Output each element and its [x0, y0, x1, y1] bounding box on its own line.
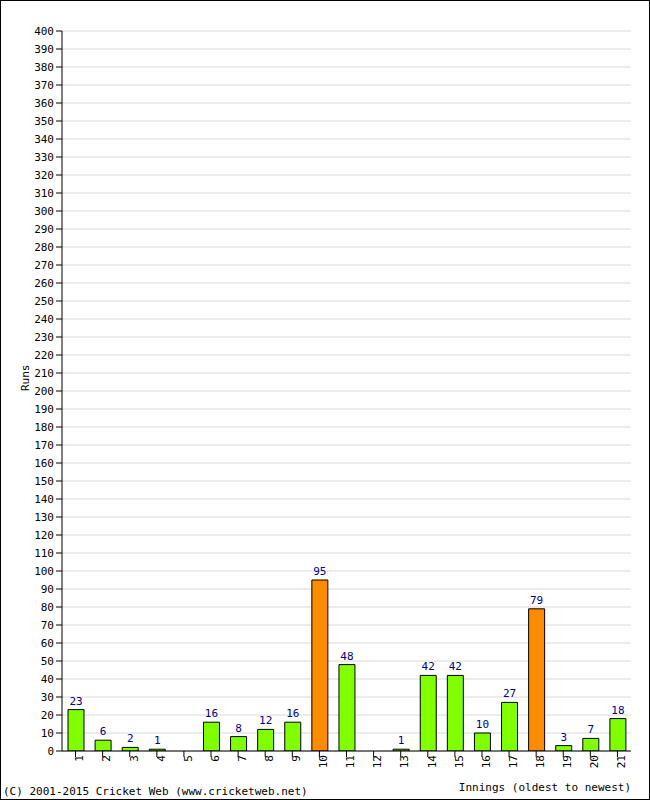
svg-text:150: 150 — [34, 475, 54, 488]
svg-text:300: 300 — [34, 205, 54, 218]
svg-text:4: 4 — [155, 755, 168, 762]
svg-text:80: 80 — [41, 601, 54, 614]
svg-text:110: 110 — [34, 547, 54, 560]
svg-text:23: 23 — [69, 695, 82, 708]
svg-text:200: 200 — [34, 385, 54, 398]
svg-text:380: 380 — [34, 61, 54, 74]
svg-text:330: 330 — [34, 151, 54, 164]
svg-text:0: 0 — [47, 745, 54, 758]
svg-text:7: 7 — [236, 755, 249, 762]
svg-text:9: 9 — [290, 755, 303, 762]
svg-text:260: 260 — [34, 277, 54, 290]
svg-text:190: 190 — [34, 403, 54, 416]
svg-text:6: 6 — [209, 755, 222, 762]
svg-text:90: 90 — [41, 583, 54, 596]
svg-text:7: 7 — [587, 723, 594, 736]
svg-text:240: 240 — [34, 313, 54, 326]
svg-text:100: 100 — [34, 565, 54, 578]
svg-text:160: 160 — [34, 457, 54, 470]
svg-text:42: 42 — [422, 660, 435, 673]
svg-text:250: 250 — [34, 295, 54, 308]
svg-text:230: 230 — [34, 331, 54, 344]
svg-text:320: 320 — [34, 169, 54, 182]
svg-text:3: 3 — [128, 755, 141, 762]
svg-text:180: 180 — [34, 421, 54, 434]
svg-text:370: 370 — [34, 79, 54, 92]
svg-text:350: 350 — [34, 115, 54, 128]
svg-text:340: 340 — [34, 133, 54, 146]
svg-text:1: 1 — [73, 755, 86, 762]
svg-text:1: 1 — [154, 734, 161, 747]
svg-text:18: 18 — [611, 704, 624, 717]
svg-text:130: 130 — [34, 511, 54, 524]
svg-text:42: 42 — [449, 660, 462, 673]
svg-text:13: 13 — [399, 755, 412, 768]
svg-text:2: 2 — [100, 755, 113, 762]
svg-text:12: 12 — [259, 714, 272, 727]
svg-text:12: 12 — [371, 755, 384, 768]
svg-text:19: 19 — [561, 755, 574, 768]
svg-text:220: 220 — [34, 349, 54, 362]
svg-text:20: 20 — [588, 755, 601, 768]
svg-text:70: 70 — [41, 619, 54, 632]
svg-text:16: 16 — [480, 755, 493, 768]
svg-text:310: 310 — [34, 187, 54, 200]
svg-text:290: 290 — [34, 223, 54, 236]
svg-text:30: 30 — [41, 691, 54, 704]
svg-text:Runs: Runs — [19, 365, 32, 392]
svg-text:17: 17 — [507, 755, 520, 768]
svg-text:140: 140 — [34, 493, 54, 506]
svg-text:14: 14 — [426, 755, 439, 769]
html-text:(C) 2001-2015 Cricket Web (www: (C) 2001-2015 Cricket Web (www.cricketwe… — [3, 785, 308, 798]
svg-text:8: 8 — [263, 755, 276, 762]
svg-text:8: 8 — [235, 722, 242, 735]
svg-text:3: 3 — [560, 731, 567, 744]
svg-text:210: 210 — [34, 367, 54, 380]
svg-text:400: 400 — [34, 25, 54, 38]
svg-text:60: 60 — [41, 637, 54, 650]
svg-text:27: 27 — [503, 687, 516, 700]
svg-text:1: 1 — [398, 734, 405, 747]
svg-text:16: 16 — [205, 707, 218, 720]
svg-text:40: 40 — [41, 673, 54, 686]
svg-text:79: 79 — [530, 594, 543, 607]
svg-text:20: 20 — [41, 709, 54, 722]
svg-text:270: 270 — [34, 259, 54, 272]
svg-text:18: 18 — [534, 755, 547, 768]
svg-text:Innings (oldest to newest): Innings (oldest to newest) — [459, 781, 631, 794]
svg-text:120: 120 — [34, 529, 54, 542]
svg-text:48: 48 — [340, 650, 353, 663]
svg-text:2: 2 — [127, 732, 134, 745]
svg-text:5: 5 — [182, 755, 195, 762]
svg-text:50: 50 — [41, 655, 54, 668]
svg-text:21: 21 — [615, 755, 628, 768]
svg-text:11: 11 — [344, 755, 357, 768]
svg-text:6: 6 — [100, 725, 107, 738]
svg-text:15: 15 — [453, 755, 466, 768]
svg-text:16: 16 — [286, 707, 299, 720]
svg-text:170: 170 — [34, 439, 54, 452]
svg-text:95: 95 — [313, 565, 326, 578]
svg-text:10: 10 — [317, 755, 330, 768]
svg-text:280: 280 — [34, 241, 54, 254]
svg-text:360: 360 — [34, 97, 54, 110]
svg-text:390: 390 — [34, 43, 54, 56]
svg-text:10: 10 — [41, 727, 54, 740]
svg-text:10: 10 — [476, 718, 489, 731]
